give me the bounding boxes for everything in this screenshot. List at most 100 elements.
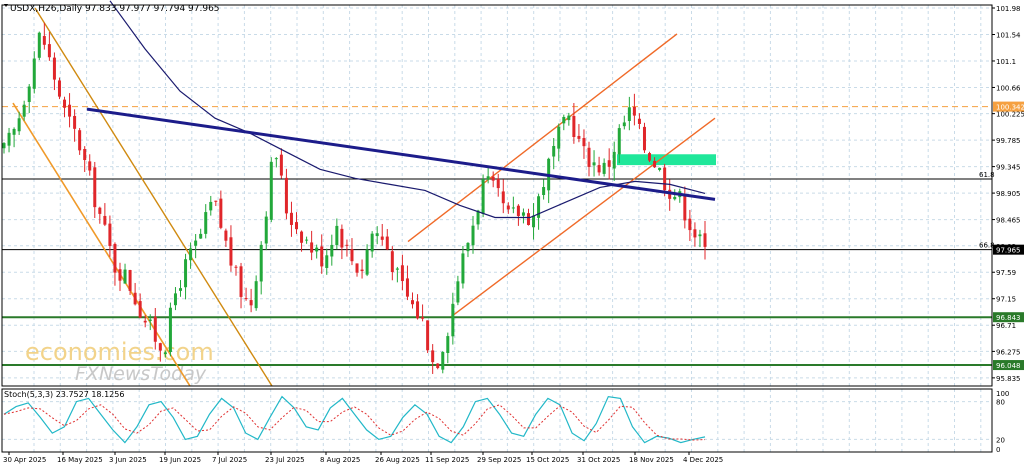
candle-body-bear — [239, 266, 243, 297]
time-tick-label: 3 Jun 2025 — [109, 456, 147, 464]
time-tick-label: 4 Dec 2025 — [683, 456, 723, 464]
supply-zone — [617, 154, 716, 166]
time-tick-label: 30 Apr 2025 — [3, 456, 46, 464]
candle-body-bear — [83, 149, 87, 161]
candle-body-bear — [68, 104, 72, 117]
price-tick-label: 95.835 — [996, 375, 1021, 383]
candle-body-bear — [214, 200, 218, 202]
candle-body-bull — [264, 216, 268, 244]
stoch-pane-frame — [1, 388, 993, 453]
candle-body-bull — [592, 162, 596, 166]
price-tick-label: 97.15 — [996, 296, 1016, 304]
candle-body-bear — [52, 57, 56, 80]
candle-body-bear — [693, 229, 697, 238]
candle-body-bear — [501, 191, 505, 204]
candle-body-bull — [622, 122, 626, 127]
time-tick-label: 26 Aug 2025 — [375, 456, 420, 464]
candle-body-bull — [315, 247, 319, 252]
candle-body-bear — [63, 99, 67, 108]
candle-body-bear — [653, 160, 657, 168]
watermark-economies: economies.com — [25, 338, 214, 366]
candle-body-bull — [617, 128, 621, 155]
stoch-main-line — [3, 395, 706, 444]
candle-body-bull — [184, 259, 188, 288]
candle-body-bear — [688, 218, 692, 231]
candle-body-bear — [320, 246, 324, 267]
collapse-arrow-icon — [4, 4, 8, 7]
time-tick-label: 31 Oct 2025 — [577, 456, 620, 464]
candle-body-bear — [138, 301, 142, 318]
candle-body-bull — [511, 207, 515, 209]
candle-body-bull — [552, 145, 556, 157]
candle-body-bull — [330, 244, 334, 257]
candle-body-bear — [118, 269, 122, 281]
candle-body-bear — [244, 298, 248, 300]
candle-body-bear — [98, 207, 102, 214]
price-axis-layer: 101.98 101.54 101.1 100.66 100.225 99.785 99.3… — [992, 5, 1024, 383]
candle-body-bull — [698, 234, 702, 237]
candle-body-bear — [572, 115, 576, 137]
price-tag-support-1-bg — [993, 312, 1024, 323]
candle-body-bear — [355, 263, 359, 273]
time-tick-label: 7 Jul 2025 — [212, 456, 247, 464]
candle-body-bear — [284, 177, 288, 214]
candle-body-bull — [486, 176, 490, 180]
time-tick-label: 16 May 2025 — [57, 456, 103, 464]
price-tick-label: 101.54 — [996, 31, 1021, 39]
price-tag-support-2: 96.048 — [996, 362, 1021, 370]
candle-body-bear — [153, 316, 157, 342]
candle-body-bull — [567, 115, 571, 121]
candle-body-bull — [602, 162, 606, 174]
candle-body-bear — [577, 135, 581, 139]
candle-body-bull — [612, 151, 616, 169]
zone-layer — [617, 154, 716, 166]
candle-body-bull — [370, 233, 374, 252]
candle-body-bear — [683, 194, 687, 221]
down-channel-lower — [12, 102, 191, 387]
candle-body-bull — [557, 126, 561, 149]
candle-body-bear — [506, 205, 510, 210]
candle-body-bear — [249, 300, 253, 306]
candle-body-bull — [168, 307, 172, 353]
moving-average-line — [109, 0, 706, 219]
candle-body-bull — [395, 268, 399, 270]
candle-body-bear — [108, 223, 112, 246]
candle-body-bull — [189, 248, 193, 261]
candle-body-bear — [648, 153, 652, 161]
candle-body-bear — [390, 251, 394, 273]
candle-body-bear — [421, 317, 425, 319]
candle-body-bull — [179, 288, 183, 291]
price-tag-resistance-bg — [993, 101, 1024, 112]
time-tick-label: 11 Sep 2025 — [425, 456, 469, 464]
price-tick-label: 98.465 — [996, 217, 1021, 225]
candle-body-bear — [360, 269, 364, 272]
candle-body-bull — [335, 225, 339, 246]
channel-layer — [12, 7, 716, 387]
stoch-tick-label: 80 — [996, 399, 1005, 407]
candle-body-bear — [400, 265, 404, 282]
candle-body-bull — [451, 303, 455, 337]
candle-body-bull — [627, 107, 631, 122]
time-tick-label: 19 Jun 2025 — [159, 456, 201, 464]
candle-body-bull — [259, 244, 263, 282]
price-tick-label: 100.225 — [996, 111, 1024, 119]
price-tick-label: 101.1 — [996, 58, 1016, 66]
candle-body-bear — [133, 292, 137, 305]
candle-body-bull — [673, 196, 677, 200]
rising-channel-upper — [407, 33, 678, 243]
candle-body-bear — [113, 243, 117, 273]
price-tick-label: 97.59 — [996, 269, 1016, 277]
candle-body-bull — [537, 196, 541, 218]
time-axis-layer: 30 Apr 2025 16 May 2025 3 Jun 2025 19 Jun 2… — [3, 452, 723, 464]
candle-body-bear — [436, 363, 440, 369]
candle-body-bear — [405, 278, 409, 297]
candle-body-bull — [471, 225, 475, 246]
levels-layer: 61.8 66.8 — [2, 106, 995, 367]
candle-body-bear — [295, 222, 299, 230]
candle-body-bull — [12, 128, 16, 135]
candle-body-bear — [47, 44, 51, 58]
candles-layer — [2, 22, 707, 374]
